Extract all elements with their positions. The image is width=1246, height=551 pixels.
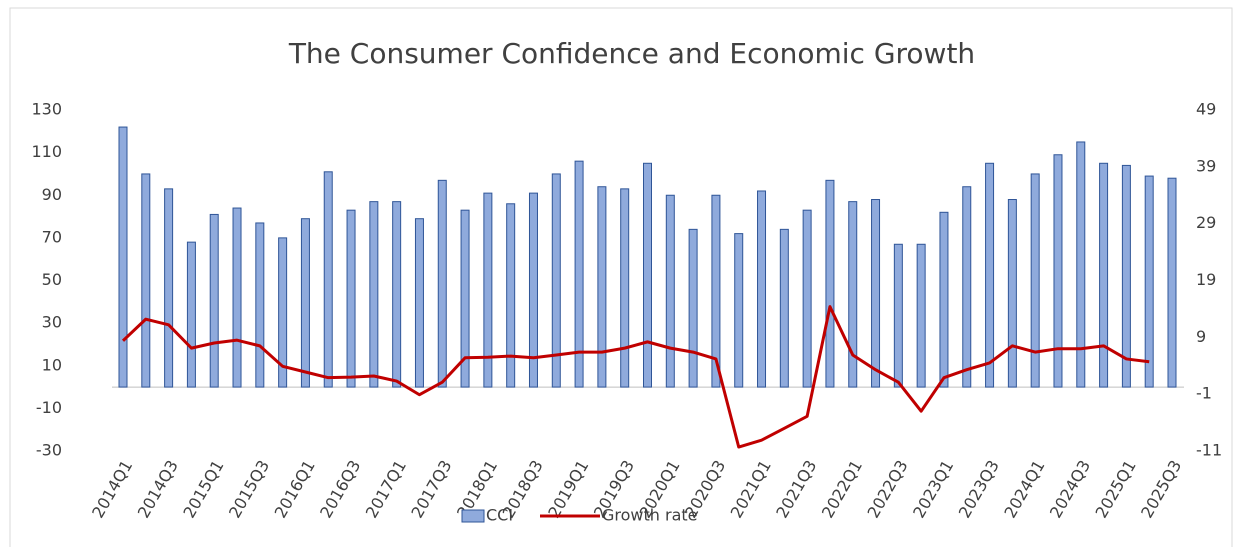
bar [574,160,584,388]
bar [369,201,379,388]
legend-label: Growth rate [602,506,698,525]
bar [1121,164,1131,388]
bar [528,192,538,388]
bar [643,162,652,388]
bar [1007,199,1017,388]
bar [916,243,926,388]
y2-tick-label: 9 [1196,327,1206,346]
y-tick-label: 30 [42,313,62,332]
y2-tick-label: 19 [1196,270,1216,289]
bar [962,186,972,388]
bar [1167,177,1177,388]
bar [1030,173,1040,388]
bar [255,222,265,388]
bar [300,218,310,388]
bar [734,233,744,388]
bar [893,243,903,388]
y-tick-label: -10 [36,398,62,417]
y2-tick-label: 39 [1196,156,1216,175]
bar [597,186,607,388]
bar [871,199,881,388]
y2-tick-label: -1 [1196,384,1212,403]
bar [848,201,858,388]
y2-tick-label: 49 [1196,100,1216,119]
bar [506,203,516,388]
bar [392,201,402,388]
bar [278,237,288,388]
y-tick-label: 130 [31,100,62,119]
bar [141,173,151,388]
bar [437,179,447,388]
chart-title: The Consumer Confidence and Economic Gro… [288,37,975,70]
bar [1053,154,1063,388]
bar [665,194,675,388]
y-tick-label: 110 [31,142,62,161]
bar [232,207,242,388]
bar [825,179,835,388]
y-tick-label: 90 [42,185,62,204]
bar [483,192,493,388]
bar [711,194,721,388]
bar [414,218,424,388]
y-tick-label: -30 [36,441,62,460]
bar [1076,141,1086,388]
y-tick-label: 50 [42,270,62,289]
bar [1099,162,1109,388]
bar [985,162,995,388]
bar [209,213,219,388]
bar [1144,175,1154,388]
bar [551,173,561,388]
legend-swatch [461,509,485,523]
bar [346,209,356,388]
bar [186,241,196,388]
y2-tick-label: 29 [1196,213,1216,232]
line [121,305,1150,449]
bar [757,190,767,388]
legend-label: CCI [486,506,513,525]
y2-tick-label: -11 [1196,441,1222,460]
y-tick-label: 10 [42,355,62,374]
bar [620,188,630,388]
y-tick-label: 70 [42,227,62,246]
bar [460,209,470,388]
bar [118,126,128,388]
bar [779,228,789,388]
bar [323,171,333,388]
bar [688,228,698,388]
bar [802,209,812,388]
bar [164,188,174,388]
bar [939,211,949,388]
